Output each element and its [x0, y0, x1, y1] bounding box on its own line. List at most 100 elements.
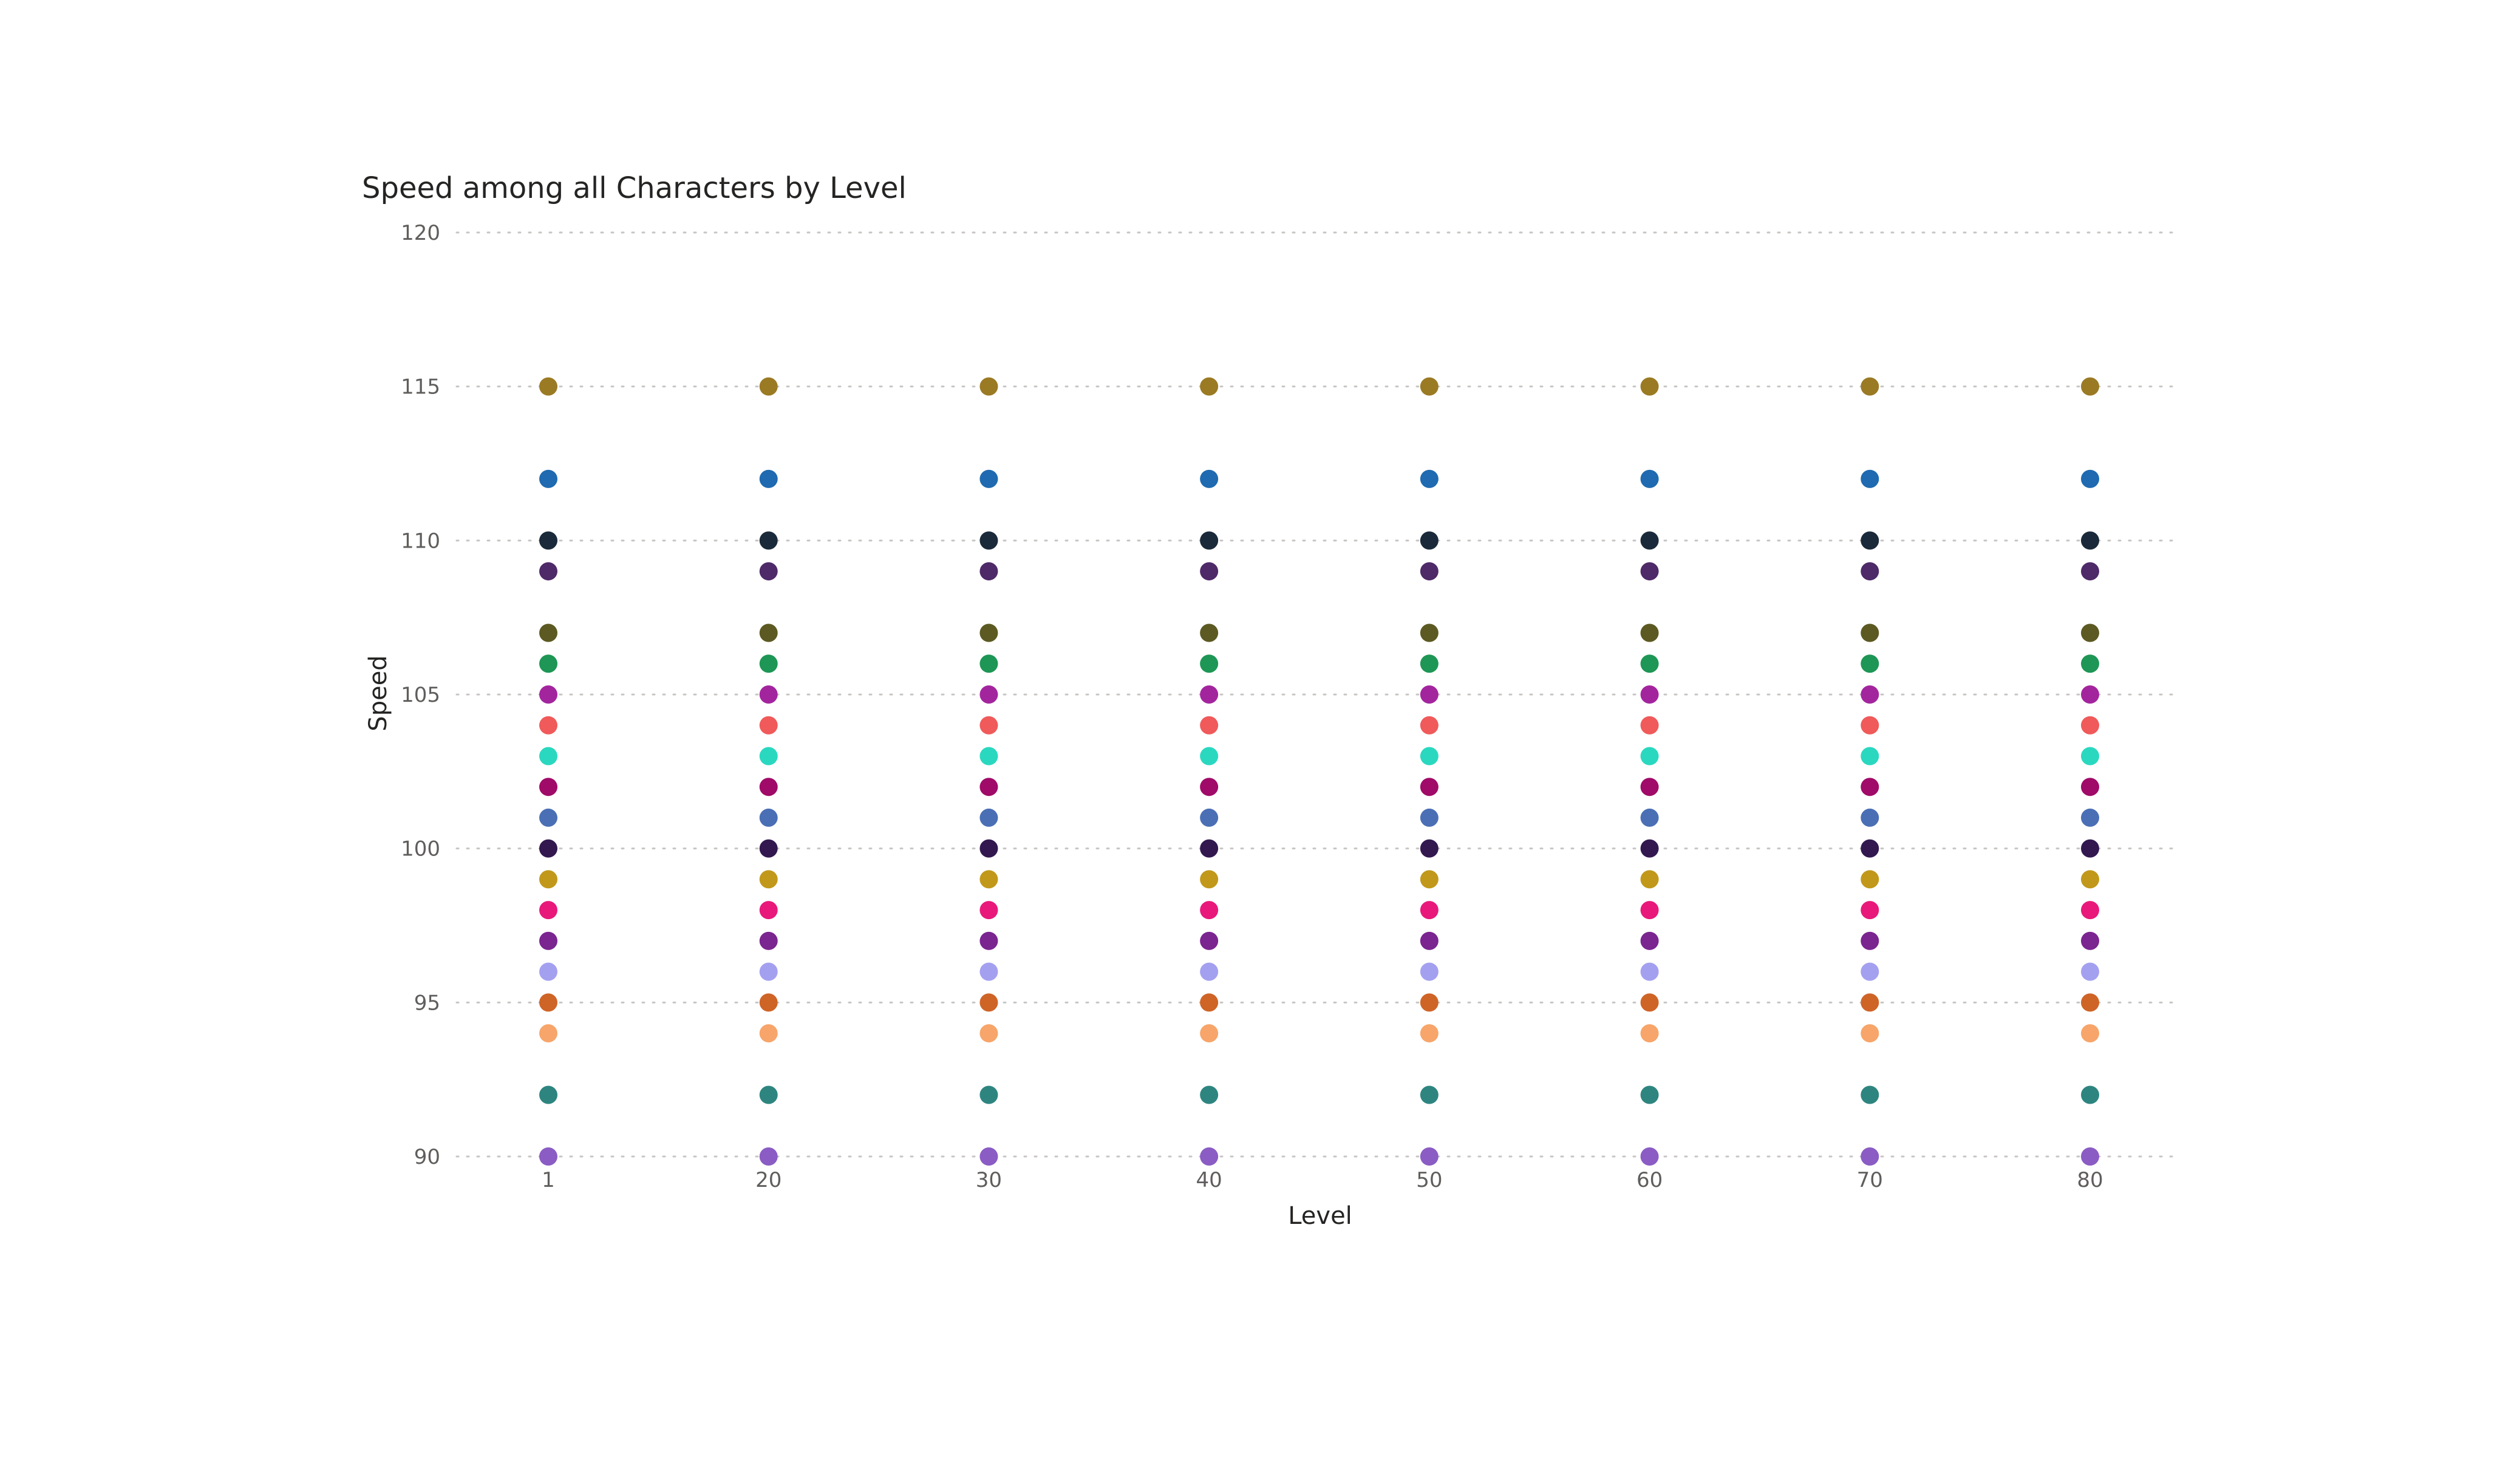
data-point[interactable]	[759, 377, 778, 396]
data-point[interactable]	[1200, 778, 1219, 796]
data-point[interactable]	[759, 870, 778, 889]
data-point[interactable]	[979, 901, 998, 920]
data-point[interactable]	[759, 685, 778, 704]
data-point[interactable]	[1420, 685, 1439, 704]
data-point[interactable]	[539, 531, 557, 550]
data-point[interactable]	[1861, 901, 1879, 920]
data-point[interactable]	[1640, 623, 1659, 642]
data-point[interactable]	[979, 808, 998, 827]
data-point[interactable]	[759, 562, 778, 581]
data-point[interactable]	[1640, 562, 1659, 581]
data-point[interactable]	[759, 778, 778, 796]
data-point[interactable]	[1420, 654, 1439, 673]
data-point[interactable]	[1640, 716, 1659, 735]
data-point[interactable]	[2081, 1085, 2099, 1104]
data-point[interactable]	[1640, 1024, 1659, 1043]
data-point[interactable]	[1420, 993, 1439, 1012]
data-point[interactable]	[539, 901, 557, 920]
data-point[interactable]	[1861, 716, 1879, 735]
data-point[interactable]	[1861, 1147, 1879, 1166]
data-point[interactable]	[1640, 870, 1659, 889]
data-point[interactable]	[2081, 747, 2099, 766]
data-point[interactable]	[1200, 839, 1219, 858]
data-point[interactable]	[1200, 623, 1219, 642]
data-point[interactable]	[979, 1024, 998, 1043]
data-point[interactable]	[539, 747, 557, 766]
data-point[interactable]	[1420, 778, 1439, 796]
data-point[interactable]	[1640, 778, 1659, 796]
data-point[interactable]	[759, 1147, 778, 1166]
data-point[interactable]	[759, 531, 778, 550]
data-point[interactable]	[1200, 993, 1219, 1012]
data-point[interactable]	[539, 778, 557, 796]
data-point[interactable]	[1200, 654, 1219, 673]
data-point[interactable]	[2081, 685, 2099, 704]
data-point[interactable]	[1200, 747, 1219, 766]
data-point[interactable]	[1200, 808, 1219, 827]
data-point[interactable]	[1640, 931, 1659, 950]
data-point[interactable]	[979, 747, 998, 766]
data-point[interactable]	[979, 685, 998, 704]
data-point[interactable]	[2081, 931, 2099, 950]
data-point[interactable]	[759, 901, 778, 920]
data-point[interactable]	[979, 931, 998, 950]
data-point[interactable]	[1420, 901, 1439, 920]
data-point[interactable]	[539, 685, 557, 704]
data-point[interactable]	[539, 1085, 557, 1104]
data-point[interactable]	[1861, 623, 1879, 642]
data-point[interactable]	[2081, 1147, 2099, 1166]
data-point[interactable]	[1640, 993, 1659, 1012]
data-point[interactable]	[1420, 747, 1439, 766]
data-point[interactable]	[979, 870, 998, 889]
data-point[interactable]	[759, 962, 778, 981]
data-point[interactable]	[1861, 1085, 1879, 1104]
data-point[interactable]	[979, 778, 998, 796]
data-point[interactable]	[1420, 839, 1439, 858]
data-point[interactable]	[1861, 993, 1879, 1012]
data-point[interactable]	[759, 931, 778, 950]
data-point[interactable]	[1861, 808, 1879, 827]
data-point[interactable]	[2081, 654, 2099, 673]
data-point[interactable]	[1861, 562, 1879, 581]
data-point[interactable]	[1640, 808, 1659, 827]
data-point[interactable]	[1420, 469, 1439, 488]
data-point[interactable]	[2081, 839, 2099, 858]
data-point[interactable]	[1420, 377, 1439, 396]
data-point[interactable]	[1861, 747, 1879, 766]
data-point[interactable]	[1861, 778, 1879, 796]
data-point[interactable]	[1861, 962, 1879, 981]
data-point[interactable]	[759, 747, 778, 766]
data-point[interactable]	[1200, 1085, 1219, 1104]
data-point[interactable]	[1420, 716, 1439, 735]
data-point[interactable]	[2081, 469, 2099, 488]
data-point[interactable]	[539, 870, 557, 889]
data-point[interactable]	[2081, 623, 2099, 642]
data-point[interactable]	[539, 623, 557, 642]
data-point[interactable]	[539, 808, 557, 827]
data-point[interactable]	[979, 562, 998, 581]
data-point[interactable]	[2081, 716, 2099, 735]
data-point[interactable]	[1861, 870, 1879, 889]
data-point[interactable]	[1200, 901, 1219, 920]
data-point[interactable]	[979, 377, 998, 396]
data-point[interactable]	[979, 1147, 998, 1166]
data-point[interactable]	[979, 531, 998, 550]
data-point[interactable]	[1640, 531, 1659, 550]
data-point[interactable]	[1200, 931, 1219, 950]
data-point[interactable]	[759, 1024, 778, 1043]
data-point[interactable]	[539, 1147, 557, 1166]
data-point[interactable]	[1200, 870, 1219, 889]
data-point[interactable]	[1200, 685, 1219, 704]
data-point[interactable]	[1200, 962, 1219, 981]
data-point[interactable]	[1640, 747, 1659, 766]
data-point[interactable]	[759, 839, 778, 858]
data-point[interactable]	[1861, 839, 1879, 858]
data-point[interactable]	[1640, 901, 1659, 920]
data-point[interactable]	[2081, 993, 2099, 1012]
data-point[interactable]	[1200, 562, 1219, 581]
data-point[interactable]	[1861, 469, 1879, 488]
data-point[interactable]	[2081, 901, 2099, 920]
data-point[interactable]	[1640, 377, 1659, 396]
data-point[interactable]	[1420, 531, 1439, 550]
data-point[interactable]	[1861, 654, 1879, 673]
